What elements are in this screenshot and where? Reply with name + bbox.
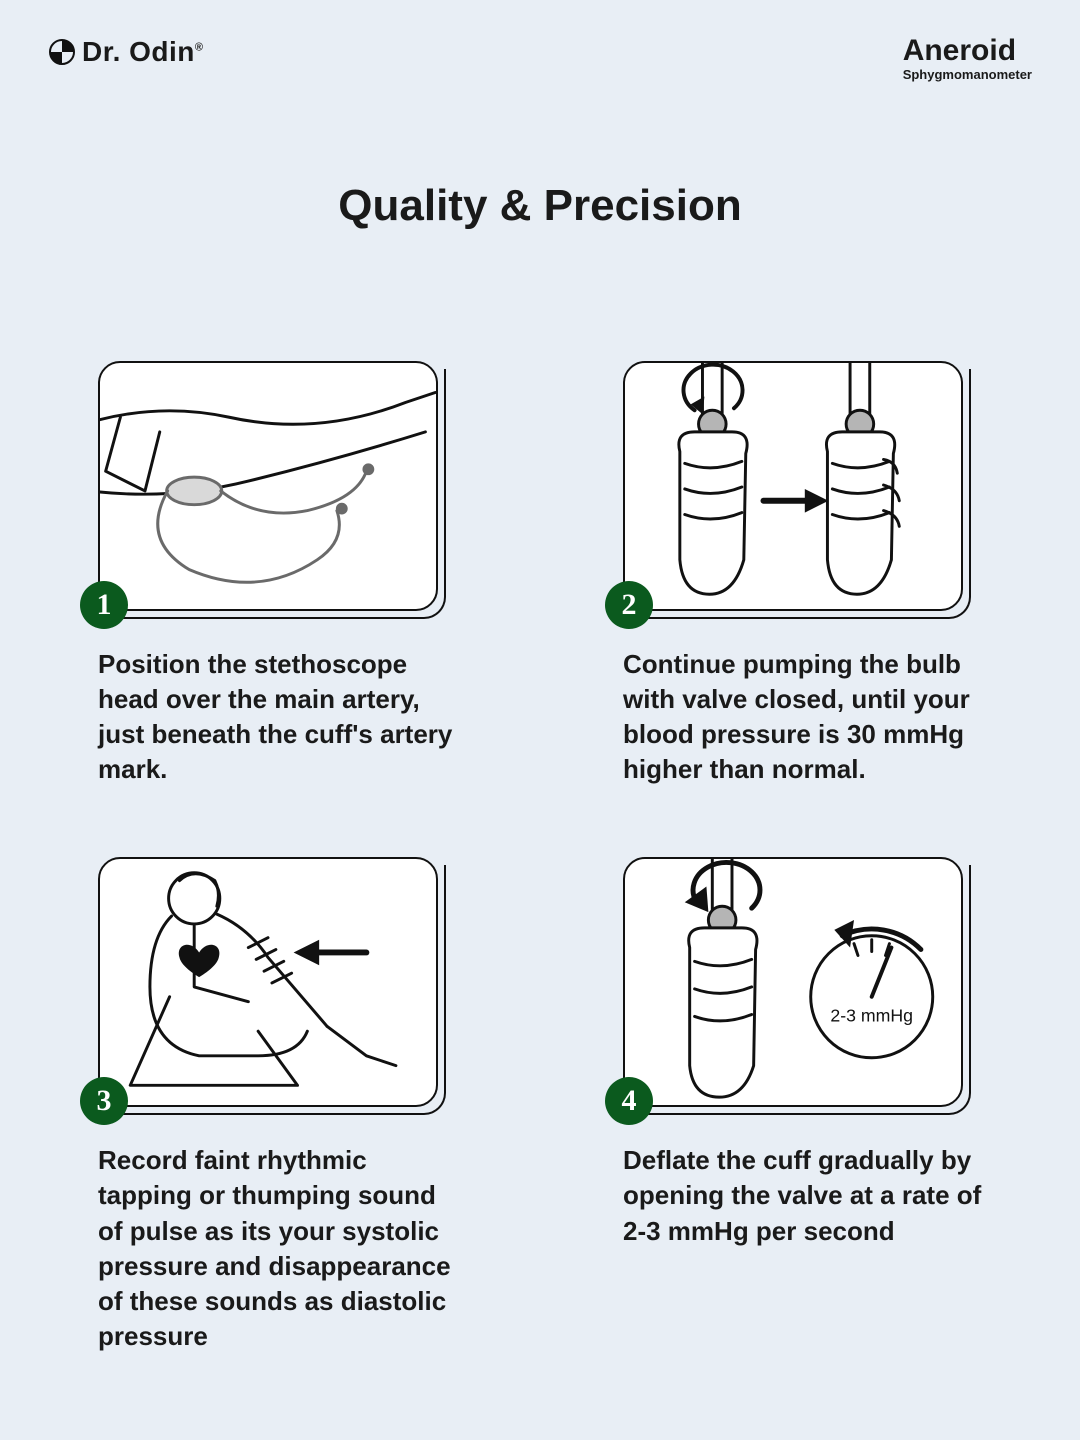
brand-left: Dr. Odin® [48,36,204,68]
step-3: 3 Record faint rhythmic tapping or thump… [80,857,460,1354]
step-4-frame: 2-3 mmHg 4 [623,857,963,1107]
steps-grid: 1 Position the stethoscope head over the… [0,231,1080,1354]
step-2: 2 Continue pumping the bulb with valve c… [605,361,985,787]
pump-bulb-icon [625,363,961,609]
step-2-text: Continue pumping the bulb with valve clo… [605,647,985,787]
step-4-badge: 4 [605,1077,653,1125]
brand-logo-icon [48,38,76,66]
step-3-frame: 3 [98,857,438,1107]
gauge-label: 2-3 mmHg [830,1006,913,1026]
step-1-badge: 1 [80,581,128,629]
step-1-frame: 1 [98,361,438,611]
deflate-gauge-icon: 2-3 mmHg [625,859,961,1105]
step-1-text: Position the stethoscope head over the m… [80,647,460,787]
step-2-badge: 2 [605,581,653,629]
stethoscope-arm-icon [100,363,436,609]
step-2-frame: 2 [623,361,963,611]
brand-right: Aneroid Sphygmomanometer [903,36,1032,81]
header: Dr. Odin® Aneroid Sphygmomanometer [0,0,1080,81]
step-3-text: Record faint rhythmic tapping or thumpin… [80,1143,460,1354]
step-4-text: Deflate the cuff gradually by opening th… [605,1143,985,1248]
product-title: Aneroid [903,36,1032,66]
person-listening-icon [100,859,436,1105]
step-3-badge: 3 [80,1077,128,1125]
step-4: 2-3 mmHg 4 Deflate the cuff gradually by… [605,857,985,1354]
page-title: Quality & Precision [0,181,1080,231]
registered-mark: ® [195,42,204,54]
step-1: 1 Position the stethoscope head over the… [80,361,460,787]
product-subtitle: Sphygmomanometer [903,68,1032,81]
brand-name: Dr. Odin® [82,36,204,68]
